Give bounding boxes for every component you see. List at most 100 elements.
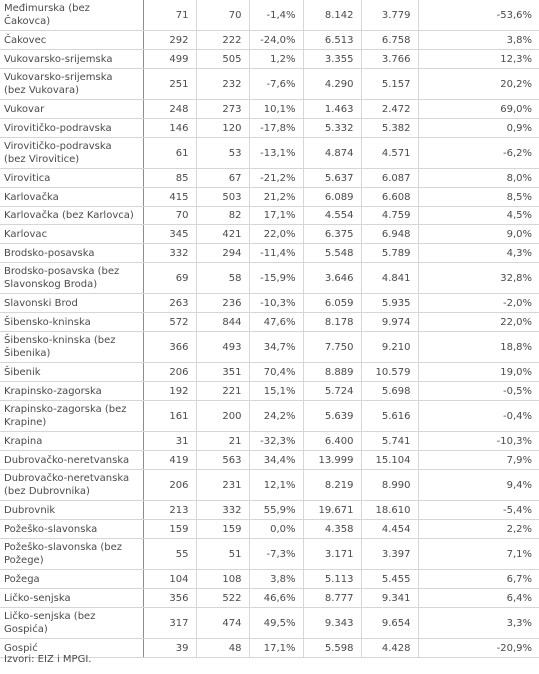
change-cell: 9,0% (417, 224, 539, 244)
table-row: Karlovačka (bez Karlovca) 70 82 17,1% 4.554 4… (0, 206, 539, 225)
price-cell: 4.874 (302, 137, 361, 169)
table-row: Krapinsko-zagorska (bez Krapine) 161 200 24… (0, 400, 539, 432)
price-cell: 5.698 (360, 381, 418, 401)
table-row: Dubrovačko-neretvanska (bez Dubrovnika) 2… (0, 469, 539, 501)
count-cell: 21 (195, 431, 249, 451)
count-cell: 192 (142, 381, 196, 401)
region-name: Karlovačka (bez Karlovca) (0, 206, 143, 225)
count-cell: 421 (195, 224, 249, 244)
count-cell: 82 (195, 206, 249, 225)
change-cell: 7,1% (417, 538, 539, 570)
count-cell: 146 (142, 118, 196, 138)
change-cell: 32,8% (417, 262, 539, 294)
table-row: Vukovarsko-srijemska 499 505 1,2% 3.355 3.766… (0, 49, 539, 69)
price-cell: 9.654 (360, 607, 418, 639)
count-cell: 248 (142, 99, 196, 119)
price-cell: 3.171 (302, 538, 361, 570)
table-row: Virovitičko-podravska (bez Virovitice) 61… (0, 137, 539, 169)
count-cell: 263 (142, 293, 196, 313)
change-cell: -11,4% (248, 243, 303, 263)
count-cell: 71 (142, 0, 196, 31)
source-note: Izvori: EIZ i MPGI. (4, 654, 92, 665)
count-cell: 48 (195, 638, 249, 658)
count-cell: 522 (195, 588, 249, 608)
region-name: Vukovar (0, 99, 143, 119)
table-row: Krapinsko-zagorska 192 221 15,1% 5.724 5.698-… (0, 381, 539, 401)
count-cell: 161 (142, 400, 196, 432)
price-cell: 8.990 (360, 469, 418, 501)
count-cell: 70 (195, 0, 249, 31)
price-cell: 5.935 (360, 293, 418, 313)
change-cell: 20,2% (417, 68, 539, 100)
table-row: Čakovec 292 222 -24,0% 6.513 6.758 3,8% (0, 30, 539, 50)
count-cell: 206 (142, 362, 196, 382)
price-cell: 5.382 (360, 118, 418, 138)
region-name: Vukovarsko-srijemska (bez Vukovara) (0, 68, 143, 100)
price-cell: 5.332 (302, 118, 361, 138)
price-cell: 8.219 (302, 469, 361, 501)
region-name: Šibensko-kninska (0, 312, 143, 332)
price-cell: 18.610 (360, 500, 418, 520)
price-cell: 5.157 (360, 68, 418, 100)
data-table: Međimurska (bez Čakovca) 71 70 -1,4% 8.142 3.… (0, 0, 539, 658)
change-cell: 8,5% (417, 187, 539, 207)
count-cell: 120 (195, 118, 249, 138)
region-name: Dubrovnik (0, 500, 143, 520)
table-row: Virovitica 85 67 -21,2% 5.637 6.087 8,0% (0, 168, 539, 188)
price-cell: 6.087 (360, 168, 418, 188)
region-name: Požega (0, 569, 143, 589)
table-row: Virovitičko-podravska 146 120 -17,8% 5.332 5.… (0, 118, 539, 138)
region-name: Vukovarsko-srijemska (0, 49, 143, 69)
table-row: Šibensko-kninska (bez Šibenika) 366 493 34,… (0, 331, 539, 363)
change-cell: 1,2% (248, 49, 303, 69)
count-cell: 31 (142, 431, 196, 451)
change-cell: -13,1% (248, 137, 303, 169)
change-cell: -10,3% (248, 293, 303, 313)
change-cell: 3,8% (248, 569, 303, 589)
price-cell: 4.428 (360, 638, 418, 658)
price-cell: 6.059 (302, 293, 361, 313)
change-cell: 19,0% (417, 362, 539, 382)
price-cell: 15.104 (360, 450, 418, 470)
price-cell: 7.750 (302, 331, 361, 363)
change-cell: -5,4% (417, 500, 539, 520)
price-cell: 3.779 (360, 0, 418, 31)
count-cell: 332 (142, 243, 196, 263)
change-cell: 8,0% (417, 168, 539, 188)
price-cell: 3.766 (360, 49, 418, 69)
region-name: Brodsko-posavska (0, 243, 143, 263)
table-row: Ličko-senjska (bez Gospića) 317 474 49,5% 9.… (0, 607, 539, 639)
change-cell: -21,2% (248, 168, 303, 188)
change-cell: 70,4% (248, 362, 303, 382)
change-cell: 0,0% (248, 519, 303, 539)
table-row: Požeško-slavonska 159 159 0,0% 4.358 4.454 2,2… (0, 519, 539, 539)
price-cell: 6.948 (360, 224, 418, 244)
price-cell: 4.759 (360, 206, 418, 225)
change-cell: -53,6% (417, 0, 539, 31)
count-cell: 844 (195, 312, 249, 332)
change-cell: 22,0% (417, 312, 539, 332)
count-cell: 505 (195, 49, 249, 69)
price-cell: 19.671 (302, 500, 361, 520)
price-cell: 4.454 (360, 519, 418, 539)
count-cell: 69 (142, 262, 196, 294)
price-cell: 6.400 (302, 431, 361, 451)
change-cell: -32,3% (248, 431, 303, 451)
change-cell: 69,0% (417, 99, 539, 119)
price-cell: 5.548 (302, 243, 361, 263)
change-cell: 12,3% (417, 49, 539, 69)
table-row: Požeško-slavonska (bez Požege) 55 51 -7,3% 3… (0, 538, 539, 570)
price-cell: 5.598 (302, 638, 361, 658)
count-cell: 108 (195, 569, 249, 589)
count-cell: 317 (142, 607, 196, 639)
price-cell: 5.639 (302, 400, 361, 432)
region-name: Krapina (0, 431, 143, 451)
region-name: Požeško-slavonska (0, 519, 143, 539)
price-cell: 8.178 (302, 312, 361, 332)
table-row: Dubrovnik 213 332 55,9% 19.671 18.610 -5,4% (0, 500, 539, 520)
count-cell: 366 (142, 331, 196, 363)
price-cell: 6.513 (302, 30, 361, 50)
table-row: Vukovarsko-srijemska (bez Vukovara) 251 23… (0, 68, 539, 100)
price-cell: 5.455 (360, 569, 418, 589)
